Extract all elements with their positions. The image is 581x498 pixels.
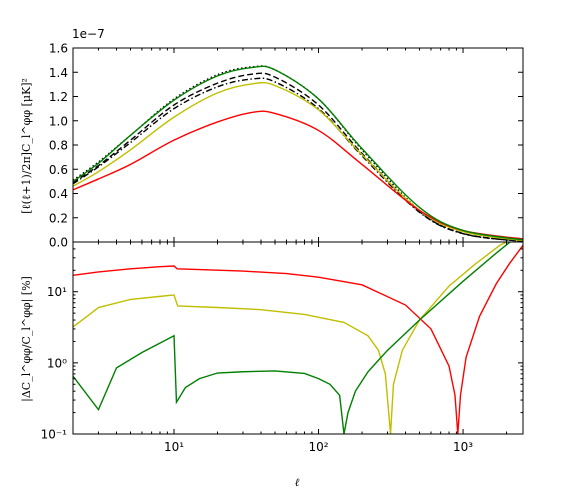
bottom-y-tick-label: 10⁻¹: [41, 428, 68, 442]
top-panel: 0.0 0.2 0.4 0.6 0.8 1.0 1.2 1.4 1.6: [49, 42, 524, 250]
bottom-y-tick-label: 10⁰: [47, 356, 67, 370]
top-y-tick-label: 0.6: [49, 163, 68, 177]
bottom-series-line-0: [73, 244, 523, 434]
x-tick-label: 10²: [308, 440, 328, 454]
top-offset-text: 1e−7: [72, 27, 105, 41]
top-series-line-5: [73, 65, 523, 241]
bottom-series-group: [73, 242, 523, 434]
top-y-tick-label: 0.4: [49, 187, 68, 201]
top-series-group: [73, 65, 523, 242]
x-axis-label: ℓ: [295, 476, 300, 489]
top-y-tick-label: 1.2: [49, 90, 68, 104]
bottom-panel: 10⁻¹ 10⁰ 10¹ 10¹ 10² 10³: [41, 241, 524, 454]
top-y-tick-label: 0.8: [49, 139, 68, 153]
top-y-tick-label: 0.0: [49, 236, 68, 250]
bottom-axes-frame: [72, 241, 524, 435]
top-y-axis-label: [ℓ(ℓ+1)/2π]C_l^φφ [μK]²: [20, 78, 33, 214]
top-series-line-4: [73, 110, 523, 240]
top-y-tick-label: 1.4: [49, 66, 68, 80]
bottom-series-line-1: [73, 242, 509, 434]
bottom-series-line-2: [73, 242, 512, 434]
bottom-y-tick-label: 10¹: [47, 285, 67, 299]
top-y-tick-label: 1.6: [49, 42, 68, 56]
top-y-tick-label: 1.0: [49, 114, 68, 128]
x-tick-label: 10³: [453, 440, 473, 454]
x-tick-label: 10¹: [164, 440, 184, 454]
bottom-y-axis-label: |ΔC_l^φφ/C_l^φφ| [%]: [20, 276, 34, 402]
top-y-tick-label: 0.2: [49, 211, 68, 225]
